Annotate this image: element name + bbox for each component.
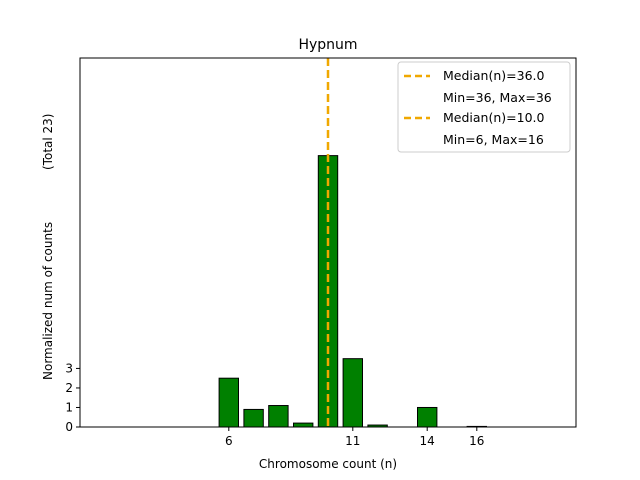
legend-label-range-1: Min=36, Max=36 (443, 90, 552, 105)
bar-6 (218, 377, 240, 428)
y-tick-label-2: 2 (65, 381, 73, 395)
y-tick-label-0: 0 (65, 420, 73, 434)
x-tick-label-11: 11 (345, 434, 360, 448)
x-tick-label-16: 16 (469, 434, 484, 448)
bar-14 (417, 406, 438, 428)
y-tick-label-1: 1 (65, 400, 73, 414)
bar-11 (342, 358, 364, 428)
y-ticks: 0 1 2 3 (65, 361, 80, 434)
y-axis-total-note: (Total 23) (41, 114, 55, 170)
x-tick-label-14: 14 (420, 434, 435, 448)
x-tick-label-6: 6 (225, 434, 233, 448)
plot-frame (79, 57, 577, 428)
x-axis-label: Chromosome count (n) (259, 457, 397, 471)
bar-8 (268, 405, 289, 428)
bar-9 (293, 422, 314, 428)
chart-title: Hypnum (298, 37, 357, 53)
legend-label-median-1: Median(n)=36.0 (443, 68, 544, 83)
bar-7 (243, 408, 264, 428)
x-ticks: 6 11 14 16 (225, 427, 484, 448)
legend: Median(n)=36.0 Min=36, Max=36 Median(n)=… (397, 61, 571, 153)
y-axis-label: Normalized num of counts (41, 222, 55, 380)
legend-box (397, 61, 571, 153)
legend-label-range-2: Min=6, Max=16 (443, 132, 544, 147)
legend-label-median-2: Median(n)=10.0 (443, 110, 544, 125)
y-tick-label-3: 3 (65, 361, 73, 375)
